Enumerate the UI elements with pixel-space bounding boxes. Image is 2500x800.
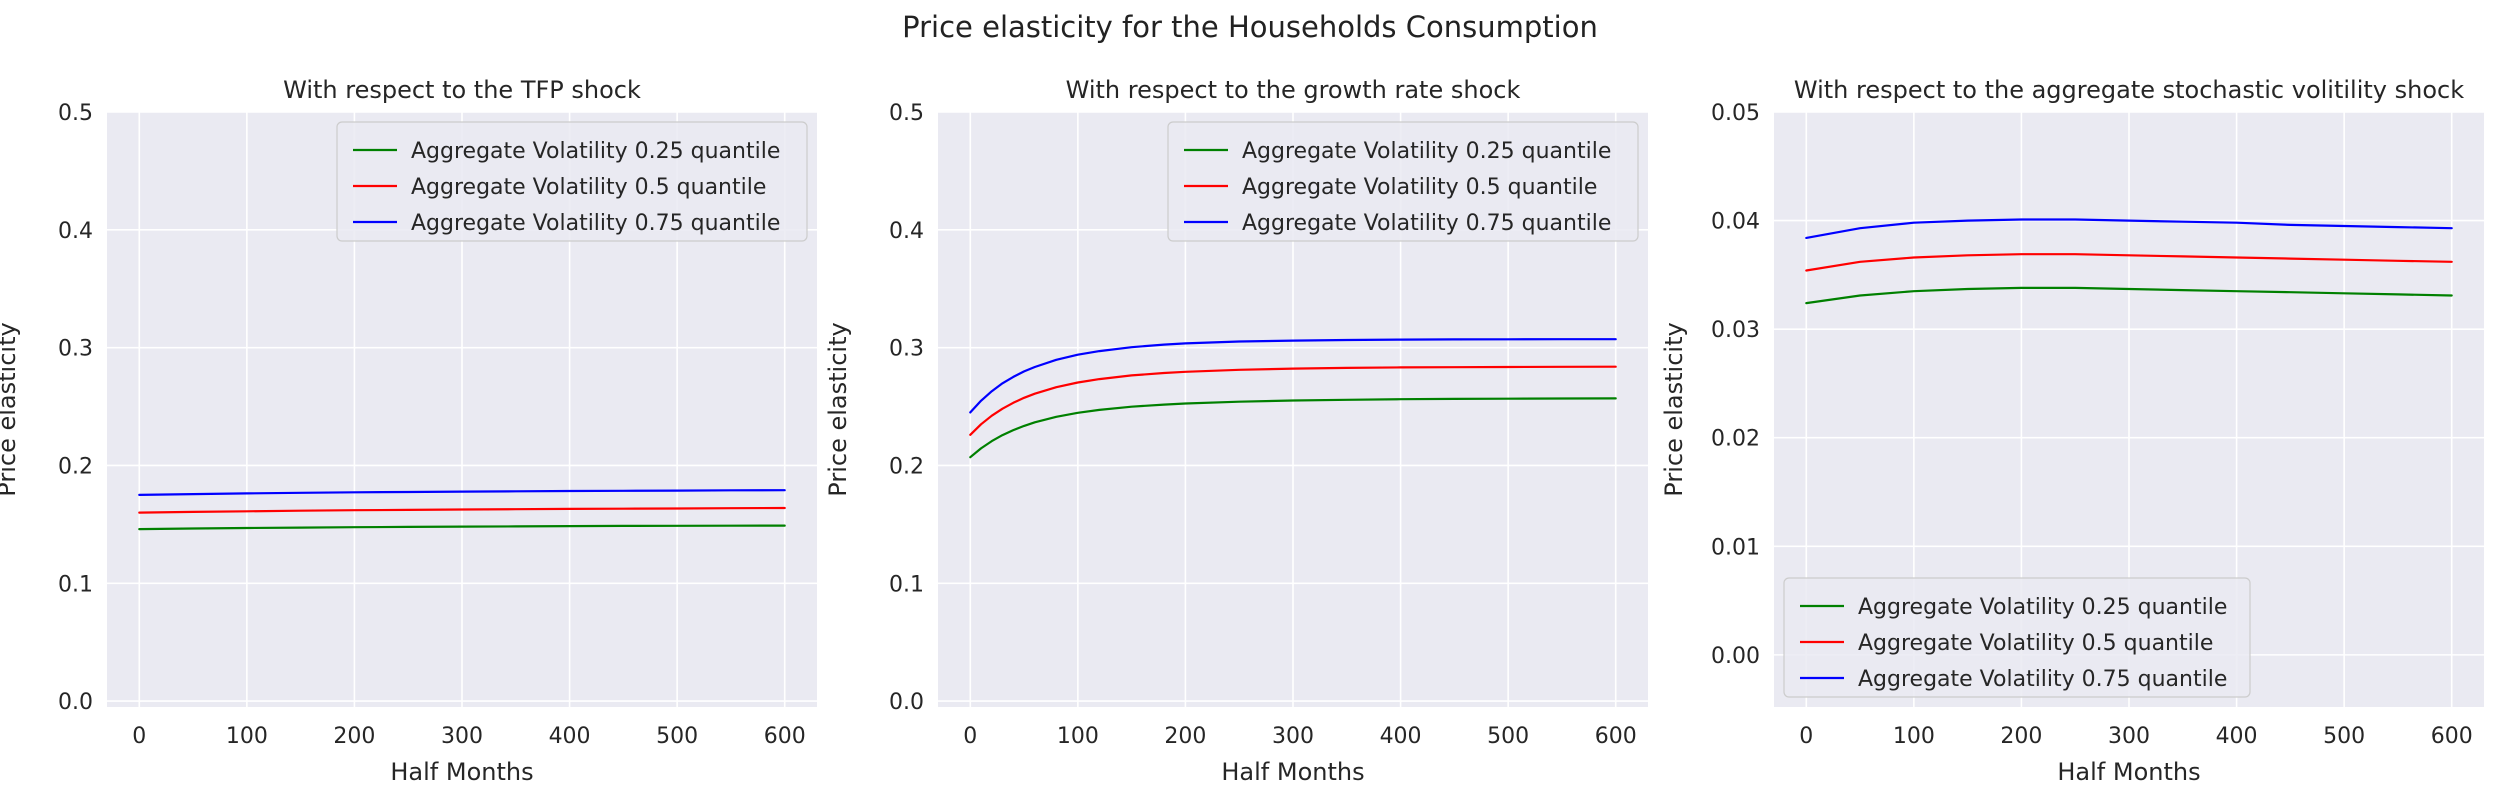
- series-line-1: [969, 397, 1617, 459]
- x-tick-label: 200: [2000, 724, 2042, 749]
- subplot-title: With respect to the aggregate stochastic…: [1794, 76, 2464, 104]
- y-tick-label: 0.00: [1711, 644, 1760, 669]
- series-line-2: [1805, 253, 2453, 272]
- x-tick-label: 500: [1487, 724, 1529, 749]
- x-tick-label: 100: [1893, 724, 1935, 749]
- y-tick-label: 0.0: [889, 690, 924, 715]
- subplot-title: With respect to the TFP shock: [283, 76, 641, 104]
- y-tick-label: 0.3: [889, 337, 924, 362]
- y-tick-label: 0.4: [889, 219, 924, 244]
- legend-label: Aggregate Volatility 0.25 quantile: [1858, 595, 2227, 620]
- x-tick-label: 200: [333, 724, 375, 749]
- y-tick-label: 0.1: [58, 572, 93, 597]
- subplot-title: With respect to the growth rate shock: [1066, 76, 1521, 104]
- legend: Aggregate Volatility 0.25 quantile Aggreg…: [1783, 577, 2251, 698]
- legend-label: Aggregate Volatility 0.75 quantile: [1242, 211, 1611, 236]
- x-tick-label: 300: [1272, 724, 1314, 749]
- x-tick-label: 400: [549, 724, 591, 749]
- x-axis-label: Half Months: [2057, 758, 2200, 786]
- y-tick-label: 0.02: [1711, 427, 1760, 452]
- legend-label: Aggregate Volatility 0.5 quantile: [1858, 631, 2213, 656]
- y-axis-label: Price elasticity: [0, 322, 21, 496]
- series-line-2: [969, 365, 1617, 436]
- legend-label: Aggregate Volatility 0.75 quantile: [411, 211, 780, 236]
- y-tick-label: 0.4: [58, 219, 93, 244]
- x-tick-label: 300: [2108, 724, 2150, 749]
- legend-label: Aggregate Volatility 0.25 quantile: [1242, 139, 1611, 164]
- y-axis-label: Price elasticity: [1660, 322, 1688, 496]
- y-tick-label: 0.2: [58, 454, 93, 479]
- y-tick-label: 0.05: [1711, 101, 1760, 126]
- x-tick-label: 0: [963, 724, 977, 749]
- x-tick-label: 100: [226, 724, 268, 749]
- legend-label: Aggregate Volatility 0.75 quantile: [1858, 667, 2227, 692]
- legend-frame: [1783, 577, 2251, 698]
- series-line-1: [1805, 286, 2453, 305]
- legend: Aggregate Volatility 0.25 quantile Aggreg…: [1167, 121, 1639, 242]
- legend-frame: [336, 121, 808, 242]
- y-tick-label: 0.0: [58, 690, 93, 715]
- x-tick-label: 500: [2323, 724, 2365, 749]
- y-tick-label: 0.01: [1711, 535, 1760, 560]
- y-tick-label: 0.5: [58, 101, 93, 126]
- x-tick-label: 500: [656, 724, 698, 749]
- series-line-3: [1805, 218, 2453, 239]
- y-tick-label: 0.3: [58, 337, 93, 362]
- x-tick-label: 400: [2216, 724, 2258, 749]
- series-line-1: [138, 524, 786, 531]
- subplot-2: 0 100 200 300 400 500 600 0.0 0.1 0.2 0.3 0.4 0.5 Wit…: [824, 76, 1648, 786]
- subplot-3: 0 100 200 300 400 500 600 0.00 0.01 0.02 0.03 0.04 0…: [1660, 76, 2484, 786]
- legend: Aggregate Volatility 0.25 quantile Aggreg…: [336, 121, 808, 242]
- legend-label: Aggregate Volatility 0.5 quantile: [411, 175, 766, 200]
- y-tick-label: 0.1: [889, 572, 924, 597]
- legend-frame: [1167, 121, 1639, 242]
- x-tick-label: 200: [1164, 724, 1206, 749]
- x-tick-label: 400: [1380, 724, 1422, 749]
- legend-label: Aggregate Volatility 0.25 quantile: [411, 139, 780, 164]
- series-line-3: [969, 338, 1617, 414]
- y-tick-label: 0.5: [889, 101, 924, 126]
- series-line-3: [138, 489, 786, 496]
- x-tick-label: 300: [441, 724, 483, 749]
- x-tick-label: 600: [1595, 724, 1637, 749]
- figure-title: Price elasticity for the Households Cons…: [902, 10, 1598, 44]
- x-tick-label: 0: [1799, 724, 1813, 749]
- y-tick-label: 0.03: [1711, 318, 1760, 343]
- y-axis-label: Price elasticity: [824, 322, 852, 496]
- x-axis-label: Half Months: [390, 758, 533, 786]
- x-tick-label: 0: [132, 724, 146, 749]
- legend-label: Aggregate Volatility 0.5 quantile: [1242, 175, 1597, 200]
- y-tick-label: 0.04: [1711, 210, 1760, 235]
- x-tick-label: 100: [1057, 724, 1099, 749]
- x-tick-label: 600: [2431, 724, 2473, 749]
- x-axis-label: Half Months: [1221, 758, 1364, 786]
- x-tick-label: 600: [764, 724, 806, 749]
- y-tick-label: 0.2: [889, 454, 924, 479]
- series-line-2: [138, 506, 786, 514]
- subplot-1: 0 100 200 300 400 500 600 0.0 0.1 0.2 0.3 0.4 0.5 Wit…: [0, 76, 817, 786]
